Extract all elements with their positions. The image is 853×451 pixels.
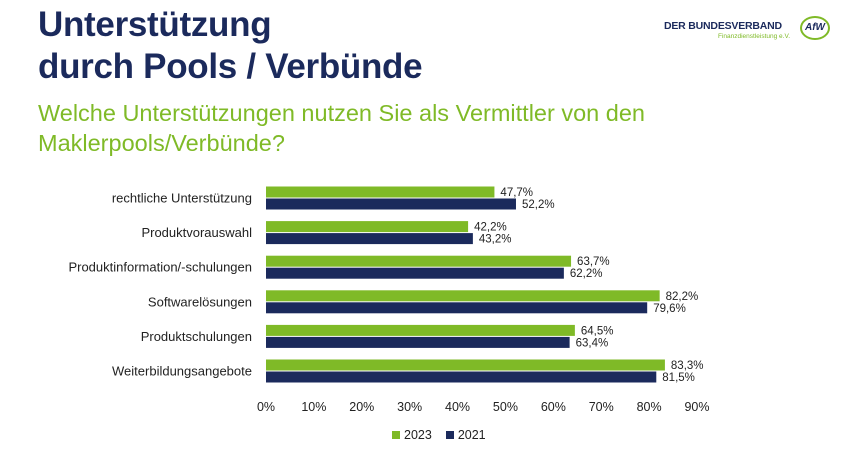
x-tick-label: 90% xyxy=(684,400,709,414)
logo-tagline: Finanzdienstleistung e.V. xyxy=(717,33,790,40)
data-label-2023: 83,3% xyxy=(671,360,704,372)
x-tick-label: 50% xyxy=(493,400,518,414)
x-tick-label: 20% xyxy=(349,400,374,414)
legend-swatch-2023 xyxy=(392,431,400,439)
bar-2023 xyxy=(266,359,665,371)
legend-swatch-2021 xyxy=(445,431,454,439)
legend-item-2023: 2023 xyxy=(392,428,432,442)
data-label-2021: 63,4% xyxy=(576,337,609,349)
data-label-2023: 63,7% xyxy=(577,256,610,268)
logo-name: DER BUNDESVERBAND xyxy=(664,20,782,32)
bar-2021 xyxy=(266,302,648,314)
legend-label-2021: 2021 xyxy=(457,428,486,442)
page-title: Unterstützung durch Pools / Verbünde xyxy=(38,4,423,88)
chart-question: Welche Unterstützungen nutzen Sie als Ve… xyxy=(38,100,645,156)
category-label: Softwarelösungen xyxy=(148,294,252,309)
data-label-2023: 82,2% xyxy=(666,291,699,303)
data-label-2021: 79,6% xyxy=(653,303,686,315)
data-label-2023: 42,2% xyxy=(474,222,507,234)
bar-2023 xyxy=(266,290,660,302)
x-tick-label: 80% xyxy=(637,400,662,414)
x-tick-label: 10% xyxy=(301,400,326,414)
x-tick-label: 30% xyxy=(397,400,422,414)
data-label-2021: 52,2% xyxy=(522,199,555,211)
data-label-2021: 81,5% xyxy=(662,372,695,384)
logo-mark-text: AfW xyxy=(805,22,825,33)
legend-item-2021: 2021 xyxy=(445,428,486,442)
category-label: Produktschulungen xyxy=(141,329,252,344)
bar-2021 xyxy=(266,371,657,383)
bar-2023 xyxy=(266,255,572,267)
category-label: Produktinformation/-schulungen xyxy=(68,260,252,275)
category-label: rechtliche Unterstützung xyxy=(112,191,252,206)
x-tick-label: 70% xyxy=(589,400,614,414)
category-label: Produktvorauswahl xyxy=(141,225,252,240)
data-label-2021: 62,2% xyxy=(570,268,603,280)
data-label-2023: 47,7% xyxy=(500,187,533,199)
bar-2023 xyxy=(266,324,575,336)
data-label-2021: 43,2% xyxy=(479,234,512,246)
bar-2023 xyxy=(266,186,495,198)
bar-2021 xyxy=(266,336,570,348)
legend-label-2023: 2023 xyxy=(404,428,432,442)
x-tick-label: 0% xyxy=(257,400,275,414)
bar-2023 xyxy=(266,221,469,233)
category-label: Weiterbildungsangebote xyxy=(112,364,252,379)
x-tick-label: 60% xyxy=(541,400,566,414)
data-label-2023: 64,5% xyxy=(581,325,614,337)
bar-2021 xyxy=(266,198,516,210)
logo-mark-icon: AfW xyxy=(800,16,830,40)
afw-logo: DER BUNDESVERBAND Finanzdienstleistung e… xyxy=(664,16,834,52)
title-line-1: Unterstützung xyxy=(38,5,272,44)
bar-2021 xyxy=(266,233,473,245)
bar-2021 xyxy=(266,267,564,279)
title-line-2: durch Pools / Verbünde xyxy=(38,47,423,86)
chart-legend: 2023 2021 xyxy=(392,428,486,442)
x-tick-label: 40% xyxy=(445,400,470,414)
